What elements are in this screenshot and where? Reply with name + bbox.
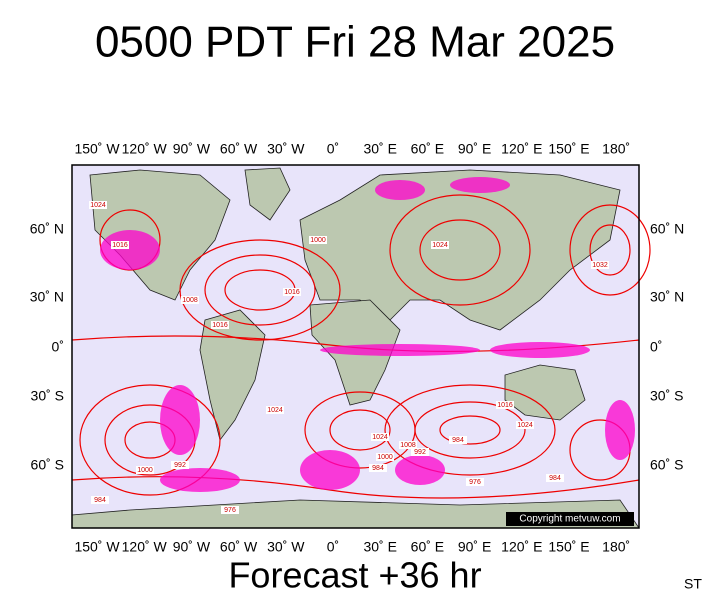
lon-label: 0˚ bbox=[327, 539, 339, 555]
isobar-label: 1024 bbox=[90, 202, 106, 209]
isobar-label-bg bbox=[371, 433, 389, 441]
copyright: Copyright metvuw.com bbox=[519, 514, 620, 525]
isobar-label-bg bbox=[369, 464, 387, 472]
isobar-label: 1032 bbox=[592, 262, 608, 269]
lon-label: 30˚ E bbox=[363, 539, 396, 555]
isobar-label-bg bbox=[496, 401, 514, 409]
map-frame bbox=[71, 164, 640, 529]
isobar-label-bg bbox=[449, 436, 467, 444]
isobar-label-bg bbox=[91, 496, 109, 504]
lon-label: 120˚ E bbox=[501, 539, 542, 555]
lon-label: 150˚ E bbox=[548, 141, 589, 157]
isobar-label-bg bbox=[171, 461, 189, 469]
isobar-label: 976 bbox=[469, 479, 481, 486]
lat-label: 60˚ N bbox=[650, 221, 684, 237]
isobar-label: 1008 bbox=[400, 442, 416, 449]
lon-label: 60˚ E bbox=[411, 141, 444, 157]
isobar-label-bg bbox=[399, 441, 417, 449]
isobar-label: 1008 bbox=[182, 297, 198, 304]
isobar-label-bg bbox=[283, 288, 301, 296]
isobar-label: 992 bbox=[414, 449, 426, 456]
isobar-label-bg bbox=[136, 466, 154, 474]
isobar-label: 984 bbox=[372, 465, 384, 472]
isobar-label: 984 bbox=[94, 497, 106, 504]
title: 0500 PDT Fri 28 Mar 2025 bbox=[95, 18, 615, 67]
lat-label: 0˚ bbox=[650, 339, 662, 355]
isobar-label-bg bbox=[211, 321, 229, 329]
isobar-label: 1024 bbox=[372, 434, 388, 441]
isobar-label: 1024 bbox=[267, 407, 283, 414]
forecast-label: Forecast +36 hr bbox=[228, 555, 481, 596]
isobar-label-bg bbox=[466, 478, 484, 486]
lon-label: 30˚ E bbox=[363, 141, 396, 157]
lon-label: 180˚ bbox=[602, 539, 630, 555]
lon-label: 150˚ W bbox=[74, 141, 120, 157]
isobar-label-bg bbox=[546, 474, 564, 482]
precipitation bbox=[100, 177, 635, 492]
isobar-label-bg bbox=[516, 421, 534, 429]
lat-label: 60˚ S bbox=[31, 457, 64, 473]
isobar-label: 1016 bbox=[212, 322, 228, 329]
lon-label: 150˚ W bbox=[74, 539, 120, 555]
isobar-label: 1024 bbox=[432, 242, 448, 249]
isobar-label-bg bbox=[431, 241, 449, 249]
isobar-label-bg bbox=[591, 261, 609, 269]
isobar-label-bg bbox=[111, 241, 129, 249]
isobar-label: 1000 bbox=[310, 237, 326, 244]
isobar-label: 1000 bbox=[137, 467, 153, 474]
lat-label: 30˚ N bbox=[650, 289, 684, 305]
lat-label: 60˚ S bbox=[650, 457, 683, 473]
isobar-label: 1016 bbox=[284, 289, 300, 296]
isobar-label: 1024 bbox=[517, 422, 533, 429]
lon-label: 120˚ W bbox=[122, 141, 168, 157]
isobar-label-bg bbox=[181, 296, 199, 304]
lat-label: 30˚ N bbox=[30, 289, 64, 305]
isobar-label: 976 bbox=[224, 507, 236, 514]
isobar-label-bg bbox=[376, 453, 394, 461]
lon-label: 60˚ W bbox=[220, 539, 258, 555]
isobar-label: 1016 bbox=[112, 242, 128, 249]
isobar-label: 1016 bbox=[497, 402, 513, 409]
lat-label: 30˚ S bbox=[31, 388, 64, 404]
lon-label: 60˚ W bbox=[220, 141, 258, 157]
code-label: ST bbox=[684, 576, 702, 592]
isobar-label: 992 bbox=[174, 462, 186, 469]
isobar-label: 984 bbox=[549, 475, 561, 482]
lon-label: 120˚ W bbox=[122, 539, 168, 555]
lon-label: 180˚ bbox=[602, 141, 630, 157]
lon-label: 120˚ E bbox=[501, 141, 542, 157]
lat-label: 0˚ bbox=[52, 339, 64, 355]
lon-label: 90˚ E bbox=[458, 141, 491, 157]
isobar-label-bg bbox=[411, 448, 429, 456]
lon-label: 0˚ bbox=[327, 141, 339, 157]
copyright-box bbox=[506, 512, 634, 526]
isobar-label-bg bbox=[89, 201, 107, 209]
lon-label: 90˚ E bbox=[458, 539, 491, 555]
isobar-label-bg bbox=[221, 506, 239, 514]
isobar-label: 1000 bbox=[377, 454, 393, 461]
lon-label: 30˚ W bbox=[267, 539, 305, 555]
lon-label: 30˚ W bbox=[267, 141, 305, 157]
map: 1024 1016 1008 1016 1024 1032 1016 1000 1024 1008… bbox=[71, 164, 651, 529]
isobar-label-bg bbox=[266, 406, 284, 414]
isobar-label-bg bbox=[309, 236, 327, 244]
lon-label: 90˚ W bbox=[173, 539, 211, 555]
lat-label: 60˚ N bbox=[30, 221, 64, 237]
lon-label: 60˚ E bbox=[411, 539, 444, 555]
lon-label: 150˚ E bbox=[548, 539, 589, 555]
lat-label: 30˚ S bbox=[650, 388, 683, 404]
isobars bbox=[71, 194, 651, 499]
isobar-label: 984 bbox=[452, 437, 464, 444]
lon-label: 90˚ W bbox=[173, 141, 211, 157]
